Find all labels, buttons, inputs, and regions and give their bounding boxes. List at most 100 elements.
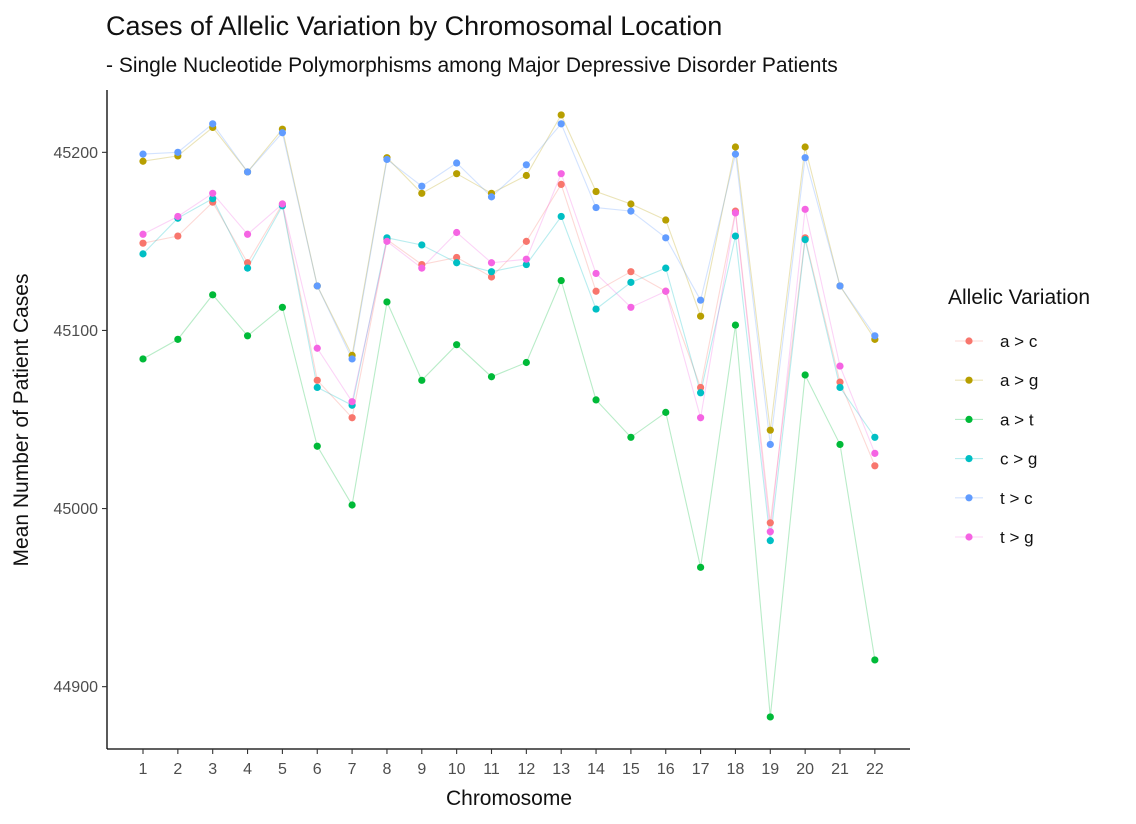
data-point (453, 341, 461, 349)
data-point (418, 264, 426, 272)
x-tick-label: 20 (796, 761, 814, 778)
data-point (871, 462, 879, 470)
data-point (801, 154, 809, 162)
data-point (766, 426, 774, 434)
x-tick-label: 3 (208, 761, 217, 778)
data-point (348, 501, 356, 509)
y-tick-label: 44900 (54, 679, 99, 696)
data-point (557, 212, 565, 221)
data-point (139, 157, 147, 165)
x-tick-label: 9 (417, 761, 426, 778)
data-point (522, 260, 530, 269)
data-point (383, 155, 391, 164)
data-point (592, 203, 600, 212)
data-point (139, 230, 147, 238)
data-point (313, 282, 321, 290)
chart-title: Cases of Allelic Variation by Chromosoma… (106, 11, 722, 41)
data-point (522, 171, 530, 180)
data-point (697, 414, 705, 422)
data-point (243, 332, 252, 340)
data-point (731, 143, 740, 151)
series-line-5 (142, 172, 876, 532)
data-point (487, 193, 496, 201)
legend-item: t > c (955, 489, 1033, 508)
data-point (557, 120, 565, 128)
x-tick-label: 11 (483, 761, 500, 778)
data-point (139, 355, 147, 363)
data-point (557, 276, 565, 285)
data-point (418, 189, 426, 197)
data-point (313, 442, 321, 450)
data-point (836, 383, 844, 392)
data-point (139, 150, 147, 158)
data-point (592, 269, 600, 278)
legend-label: a > c (1000, 332, 1038, 351)
data-point (522, 358, 530, 367)
legend-item: a > t (955, 410, 1034, 429)
data-point (209, 120, 217, 128)
data-point (836, 362, 844, 370)
data-point (592, 287, 600, 295)
x-tick-label: 4 (243, 761, 252, 778)
data-point (209, 189, 217, 197)
data-point (453, 259, 461, 267)
data-point (871, 449, 879, 457)
data-point (139, 239, 147, 247)
data-point (627, 433, 635, 441)
x-tick-label: 18 (727, 761, 745, 778)
data-point (278, 200, 286, 208)
x-tick-label: 13 (552, 761, 570, 778)
data-point (487, 259, 496, 267)
y-tick-label: 45000 (54, 501, 99, 518)
data-point (801, 371, 809, 379)
data-point (418, 376, 426, 384)
data-point (592, 305, 600, 313)
legend-key-point (965, 494, 973, 502)
data-point (766, 713, 774, 721)
legend-key-point (965, 533, 973, 541)
data-point (278, 129, 286, 137)
legend-key-point (965, 376, 973, 384)
data-point (487, 373, 496, 381)
data-point (418, 182, 426, 190)
data-point (383, 298, 391, 306)
x-axis-title: Chromosome (446, 787, 572, 810)
legend-label: a > g (1000, 371, 1038, 390)
legend-item: c > g (955, 450, 1037, 469)
series-line-3 (142, 197, 876, 541)
legend-key-point (965, 415, 973, 423)
data-point (487, 268, 496, 276)
data-point (766, 519, 774, 527)
x-tick-label: 8 (382, 761, 391, 778)
data-point (801, 205, 809, 213)
data-point (801, 143, 809, 151)
data-point (801, 236, 809, 244)
data-point (522, 237, 530, 245)
data-point (209, 195, 217, 203)
data-point (662, 264, 670, 272)
legend-label: t > c (1000, 489, 1033, 508)
data-point (592, 187, 600, 196)
data-point (243, 264, 252, 272)
legend-item: t > g (955, 528, 1034, 547)
data-point (139, 250, 147, 258)
data-point (174, 335, 182, 343)
data-point (278, 303, 286, 311)
data-point (871, 332, 879, 340)
chart-subtitle: - Single Nucleotide Polymorphisms among … (106, 54, 838, 77)
y-tick-label: 45100 (54, 323, 99, 340)
data-point (383, 237, 391, 245)
legend-label: a > t (1000, 410, 1034, 429)
series-line-4 (142, 122, 876, 445)
data-point (348, 414, 356, 422)
data-point (453, 228, 461, 237)
data-point (453, 159, 461, 167)
legend-title: Allelic Variation (948, 286, 1090, 309)
x-tick-label: 6 (313, 761, 322, 778)
data-point (662, 287, 670, 295)
data-point (871, 433, 879, 441)
data-point (766, 528, 774, 536)
x-tick-label: 7 (348, 761, 357, 778)
data-point (243, 259, 252, 267)
data-point (557, 111, 565, 119)
